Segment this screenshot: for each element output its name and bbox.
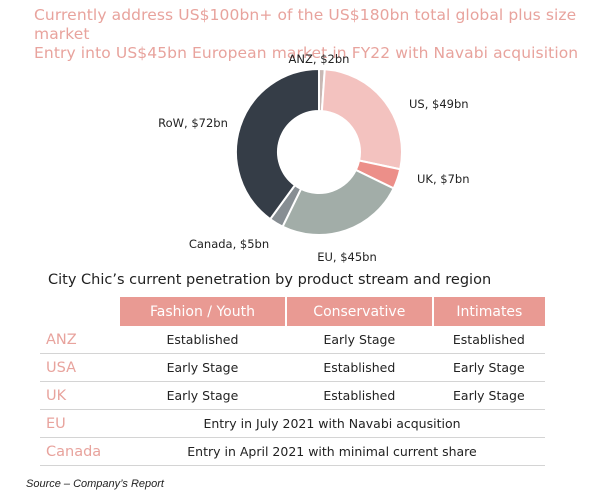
donut-label-row: RoW, $72bn <box>158 116 228 130</box>
table-row-eu: EU Entry in July 2021 with Navabi acqusi… <box>40 409 545 438</box>
region-label-eu: EU <box>40 409 119 438</box>
region-label-canada: Canada <box>40 437 119 466</box>
region-label-uk: UK <box>40 381 119 410</box>
table-row-canada: Canada Entry in April 2021 with minimal … <box>40 437 545 466</box>
donut-label-canada: Canada, $5bn <box>189 237 269 251</box>
donut-label-us: US, $49bn <box>409 97 469 111</box>
headline-line-2: Entry into US$45bn European market in FY… <box>34 44 579 62</box>
market-size-donut-chart: ANZ, $2bn US, $49bn UK, $7bn EU, $45bn Canad… <box>158 52 470 264</box>
table-corner-cell <box>40 297 120 326</box>
table-cell: Early Stage <box>119 353 286 382</box>
column-header-fashion-youth: Fashion / Youth <box>119 297 287 326</box>
donut-label-eu: EU, $45bn <box>317 250 377 264</box>
table-cell: Early Stage <box>119 381 286 410</box>
table-merged-cell: Entry in April 2021 with minimal current… <box>119 437 545 466</box>
donut-label-uk: UK, $7bn <box>417 172 470 186</box>
donut-slice-row <box>235 67 320 221</box>
headline-line-1: Currently address US$100bn+ of the US$18… <box>34 6 577 43</box>
table-row-usa: USA Early Stage Established Early Stage <box>40 353 545 382</box>
table-cell: Established <box>119 326 286 354</box>
penetration-table: Fashion / Youth Conservative Intimates A… <box>40 297 545 466</box>
donut-slice-eu <box>281 168 395 236</box>
table-cell: Early Stage <box>432 381 545 410</box>
column-header-intimates: Intimates <box>432 297 545 326</box>
donut-label-anz: ANZ, $2bn <box>289 52 350 66</box>
table-row-anz: ANZ Established Early Stage Established <box>40 326 545 354</box>
region-label-usa: USA <box>40 353 119 382</box>
table-cell: Established <box>285 353 433 382</box>
table-merged-cell: Entry in July 2021 with Navabi acqusitio… <box>119 409 545 438</box>
table-cell: Early Stage <box>432 353 545 382</box>
headline: Currently address US$100bn+ of the US$18… <box>34 6 604 63</box>
table-cell: Established <box>432 326 545 354</box>
penetration-table-title: City Chic’s current penetration by produ… <box>48 272 492 288</box>
table-row-uk: UK Early Stage Established Early Stage <box>40 381 545 410</box>
donut-slice-us <box>320 68 403 171</box>
table-header-row: Fashion / Youth Conservative Intimates <box>40 297 545 326</box>
column-header-conservative: Conservative <box>285 297 434 326</box>
region-label-anz: ANZ <box>40 326 119 354</box>
source-note: Source – Company’s Report <box>26 478 164 490</box>
table-cell: Early Stage <box>285 326 433 354</box>
table-cell: Established <box>285 381 433 410</box>
